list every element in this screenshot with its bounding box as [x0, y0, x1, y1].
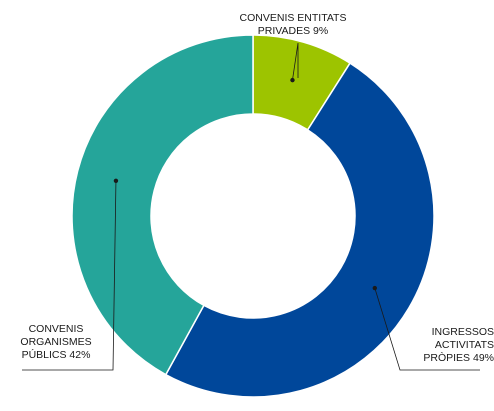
slice-label-line: CONVENIS — [8, 323, 104, 336]
slice-label-line: PRIVADES 9% — [223, 25, 363, 38]
slice-label-ingressos-activitats-propies: INGRESSOS ACTIVITATS PRÒPIES 49% — [400, 326, 494, 365]
slice-label-line: PRÒPIES 49% — [400, 352, 494, 365]
slice-label-line: ORGANISMES — [8, 336, 104, 349]
slice-label-line: PÚBLICS 42% — [8, 349, 104, 362]
slice-label-line: INGRESSOS — [400, 326, 494, 339]
slice-label-line: CONVENIS ENTITATS — [223, 12, 363, 25]
slice-label-line: ACTIVITATS — [400, 339, 494, 352]
slice-label-convenis-organismes-publics: CONVENIS ORGANISMES PÚBLICS 42% — [8, 323, 104, 362]
slice-label-convenis-entitats-privades: CONVENIS ENTITATS PRIVADES 9% — [223, 12, 363, 38]
